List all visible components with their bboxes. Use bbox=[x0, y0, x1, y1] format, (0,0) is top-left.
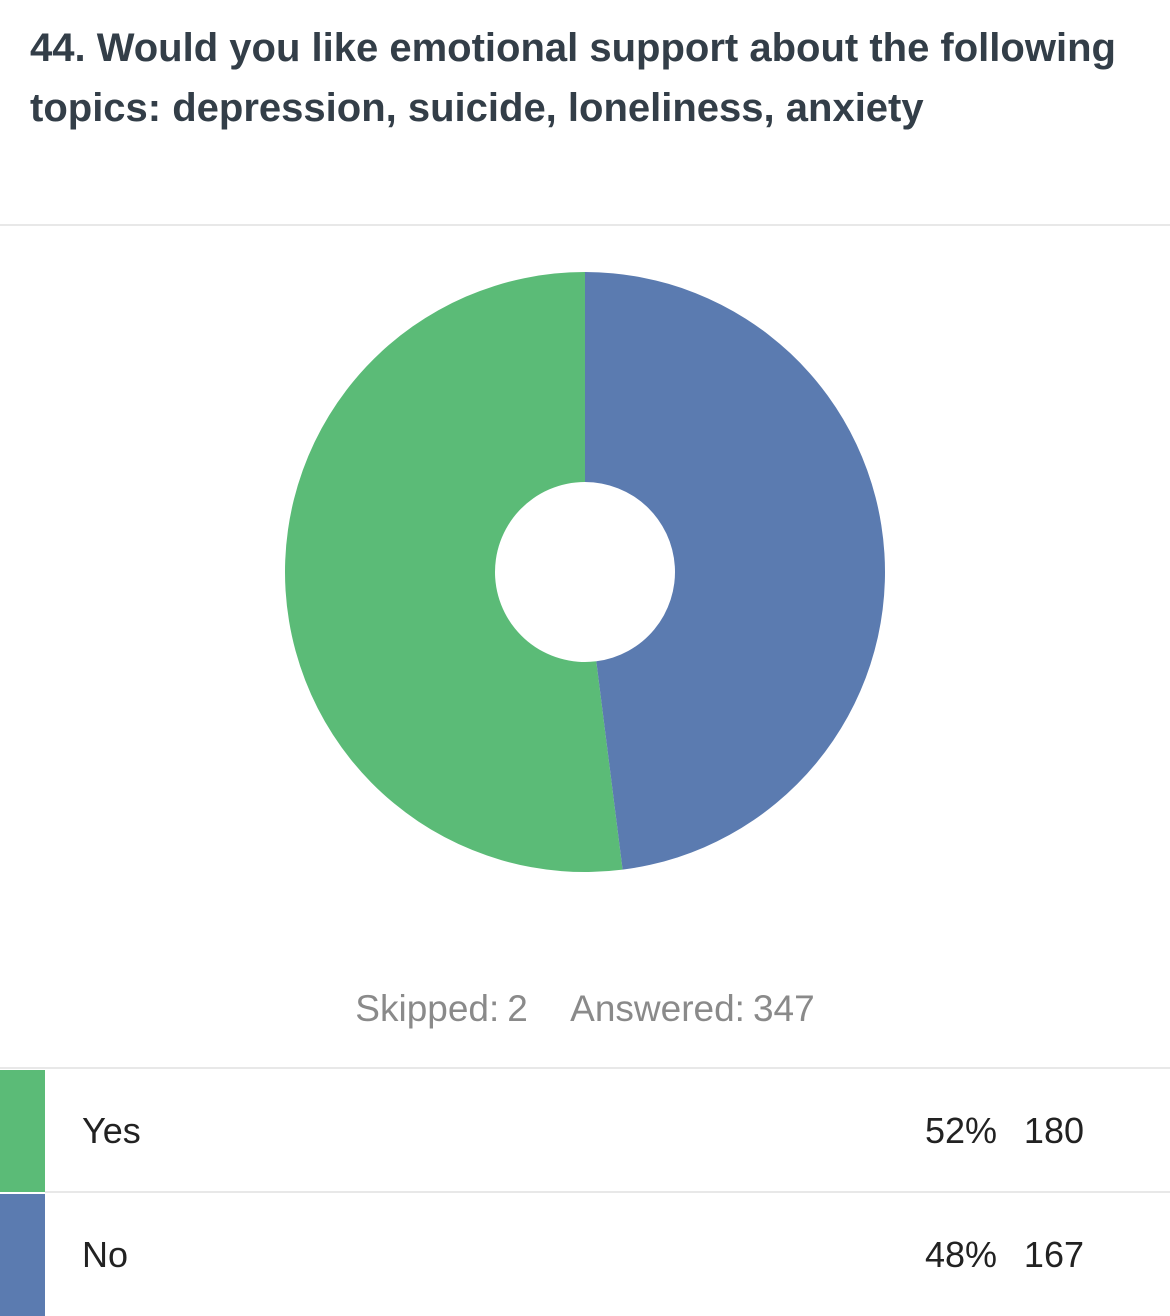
percent-label: 52% bbox=[924, 1110, 997, 1151]
count-label: 180 bbox=[1023, 1110, 1084, 1151]
percent-label: 48% bbox=[924, 1234, 997, 1275]
divider bbox=[45, 1191, 1170, 1193]
answered-label: Answered: bbox=[570, 988, 745, 1029]
donut-slice bbox=[585, 272, 886, 870]
count-label: 167 bbox=[1023, 1234, 1084, 1275]
skipped-count: 2 bbox=[507, 988, 528, 1029]
color-swatch bbox=[0, 1194, 45, 1316]
legend-row: Yes 52% 180 bbox=[0, 1070, 1170, 1192]
donut-chart bbox=[285, 272, 886, 872]
divider bbox=[0, 224, 1170, 226]
category-label: No bbox=[82, 1234, 129, 1275]
answered-count: 347 bbox=[752, 988, 815, 1029]
color-swatch bbox=[0, 1070, 45, 1192]
chart-title: 44. Would you like emotional support abo… bbox=[30, 26, 1116, 130]
category-label: Yes bbox=[82, 1110, 141, 1151]
legend-row: No 48% 167 bbox=[0, 1194, 1170, 1316]
response-stats: Skipped: 2 Answered: 347 bbox=[0, 988, 1170, 1030]
donut-slice bbox=[285, 272, 623, 872]
skipped-label: Skipped: bbox=[355, 988, 500, 1029]
divider bbox=[0, 1067, 1170, 1069]
